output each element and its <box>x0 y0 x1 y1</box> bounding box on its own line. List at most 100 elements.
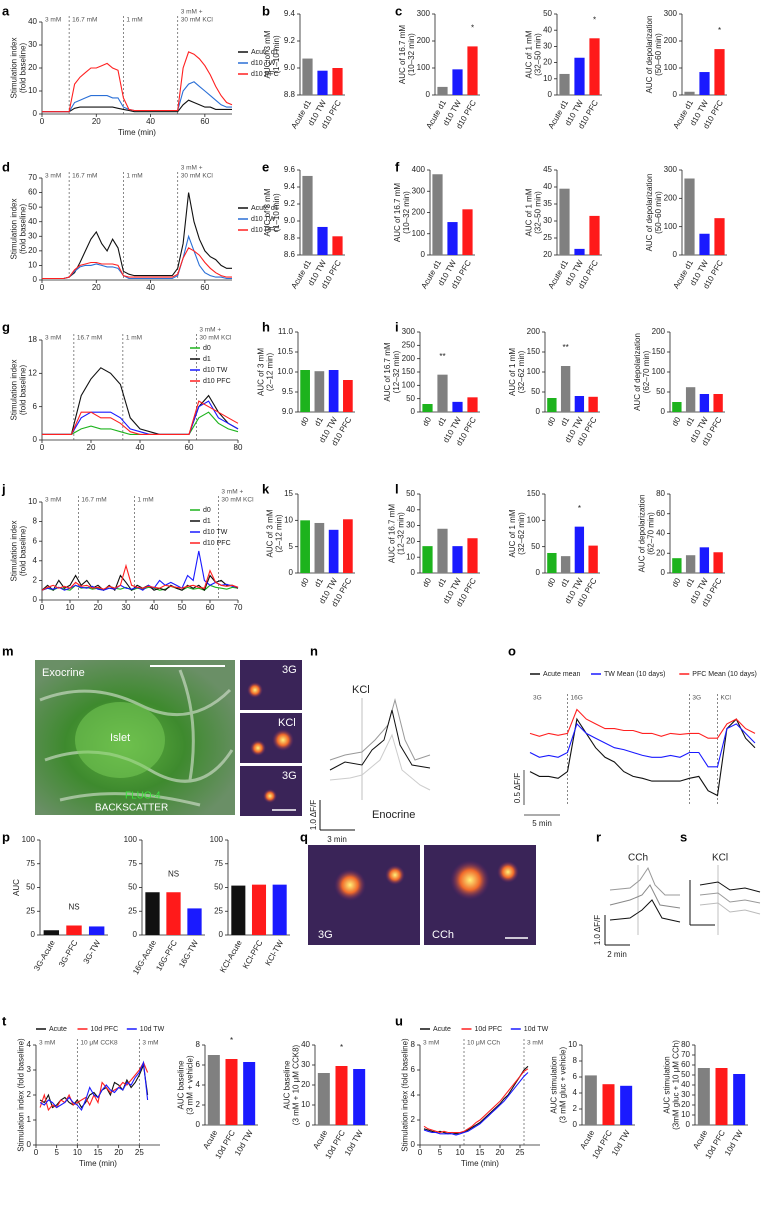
y-tick-label: 10 <box>28 497 37 506</box>
bar <box>574 248 585 255</box>
bar <box>302 58 313 95</box>
series-line <box>42 99 232 113</box>
y-tick-label: 60 <box>656 509 665 518</box>
y-tick-label: 2 <box>196 1100 201 1109</box>
x-tick-label: 3G-Acute <box>32 938 57 972</box>
y-axis-label: AUC baseline <box>177 1060 186 1109</box>
phase-label: 3 mM + <box>181 9 203 16</box>
y-tick-label: 0 <box>27 1140 32 1149</box>
cell <box>263 789 277 803</box>
y-axis-label: AUC stimulation <box>662 1056 671 1113</box>
y-tick-label: 40 <box>543 25 552 34</box>
y-tick-label: 20 <box>681 1100 690 1109</box>
legend-label: d10 TW <box>203 529 228 536</box>
frame <box>308 845 420 945</box>
series-line <box>41 550 239 591</box>
annotation: NS <box>168 869 179 878</box>
bar <box>251 884 267 935</box>
y-axis-label: (50–60 min) <box>654 33 663 76</box>
y-tick-label: 20 <box>406 537 415 546</box>
bar <box>231 885 246 935</box>
legend-label: Acute <box>49 1026 67 1033</box>
bar <box>713 394 723 412</box>
y-tick-label: 40 <box>301 1040 310 1049</box>
y-tick-label: 40 <box>681 1080 690 1089</box>
y-tick-label: 0 <box>306 1120 311 1129</box>
x-tick-label: 60 <box>200 117 209 126</box>
panel-label: i <box>395 319 399 334</box>
y-axis-label: AUC of 16.7 mM <box>387 504 396 563</box>
y-axis-label: AUC of 3 mM <box>265 509 274 557</box>
panel-label: b <box>262 3 270 18</box>
panel-label: u <box>395 1013 403 1028</box>
series-line <box>42 234 232 280</box>
y-axis-label: (2–12 min) <box>266 353 275 392</box>
x-tick-label: d0 <box>298 576 311 589</box>
bar <box>225 1059 238 1125</box>
y-tick-label: 0 <box>661 407 666 416</box>
x-tick-label: 0 <box>34 1148 39 1157</box>
phase-label: 3 mM <box>45 497 61 504</box>
x-tick-label: Acute <box>691 1128 709 1151</box>
panel-s: s KCl <box>680 829 761 935</box>
y-tick-label: 0 <box>536 568 541 577</box>
bar <box>332 236 343 255</box>
y-axis-label: (62–70 min) <box>642 350 651 393</box>
y-axis-label: (1–10 min) <box>272 35 281 74</box>
legend-label: Acute d1 <box>251 49 279 56</box>
y-tick-label: 200 <box>652 327 666 336</box>
y-tick-label: 0 <box>33 109 38 118</box>
frame-label: 3G <box>282 664 297 676</box>
annotation: * <box>471 24 474 33</box>
cell <box>450 860 490 900</box>
legend-label: d10 PFC <box>203 378 231 385</box>
y-axis-label: AUC of 1 mM <box>524 188 533 236</box>
y-axis-label: AUC of depolarization <box>633 333 642 411</box>
x-tick-label: d1 <box>313 415 326 428</box>
legend-label: 10d PFC <box>91 1026 119 1033</box>
x-tick-label: 20 <box>87 443 96 452</box>
y-axis-label: (3 mM + vehicle) <box>186 1055 195 1115</box>
panel-q: q 3G CCh <box>300 829 536 945</box>
y-tick-label: 9.2 <box>284 199 296 208</box>
y-tick-label: 4 <box>27 1040 32 1049</box>
frame-label: KCl <box>278 717 296 729</box>
y-tick-label: 100 <box>664 222 678 231</box>
y-tick-label: 50 <box>406 394 415 403</box>
x-tick-label: d1 <box>436 576 449 589</box>
y-tick-label: 20 <box>656 548 665 557</box>
x-tick-label: 0 <box>418 1148 423 1157</box>
legend-label: Acute mean <box>543 671 580 678</box>
y-tick-label: 50 <box>531 542 540 551</box>
y-tick-label: 35 <box>543 199 552 208</box>
y-tick-label: 1 <box>27 1115 32 1124</box>
y-tick-label: 10 <box>406 552 415 561</box>
y-axis-label: AUC of 3 mM <box>257 348 266 396</box>
x-tick-label: 3G-PFC <box>57 938 80 968</box>
legend-label: d1 <box>203 518 211 525</box>
y-axis-label: AUC of depolarization <box>645 16 654 94</box>
image-label: Islet <box>110 732 130 744</box>
bar <box>684 178 695 255</box>
bar <box>422 546 433 573</box>
x-tick-label: 60 <box>185 443 194 452</box>
y-tick-label: 60 <box>681 1060 690 1069</box>
series-line <box>42 247 232 280</box>
phase-label: 3 mM <box>45 17 61 24</box>
phase-label: 3 mM <box>45 173 61 180</box>
y-tick-label: 40 <box>656 529 665 538</box>
y-axis-label: (32–50 min) <box>533 191 542 234</box>
bar <box>437 528 448 573</box>
y-axis-label: Stimulation index <box>9 521 18 582</box>
x-tick-label: 20 <box>94 603 103 612</box>
stimulus-label: KCl <box>712 853 728 864</box>
trace <box>329 698 431 761</box>
x-tick-label: 0 <box>40 443 45 452</box>
panel-label: f <box>395 159 400 174</box>
y-axis-label: (50–60 min) <box>654 191 663 234</box>
bar <box>343 380 353 412</box>
y-axis-label: (10–32 min) <box>402 191 411 234</box>
y-tick-label: 200 <box>402 354 416 363</box>
y-tick-label: 400 <box>412 165 426 174</box>
legend-label: Acute <box>433 1026 451 1033</box>
